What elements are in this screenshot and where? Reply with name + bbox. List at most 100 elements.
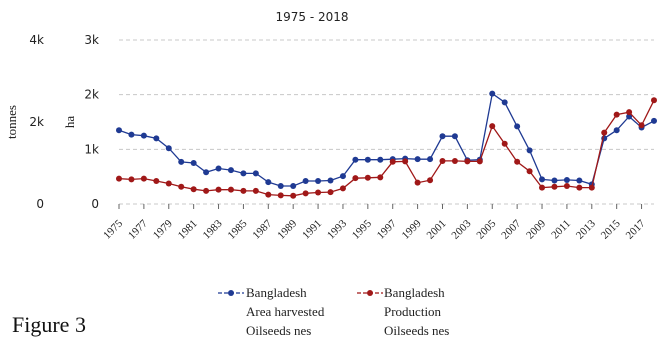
x-tick-label: 1987 — [250, 217, 274, 241]
data-point[interactable] — [240, 170, 247, 177]
data-point[interactable] — [464, 158, 471, 165]
x-tick-label: 1991 — [300, 218, 324, 242]
data-point[interactable] — [252, 187, 259, 194]
data-point[interactable] — [402, 158, 409, 165]
data-point[interactable] — [551, 183, 558, 190]
data-point[interactable] — [651, 97, 657, 104]
data-point[interactable] — [153, 178, 160, 185]
data-point[interactable] — [414, 179, 421, 186]
data-point[interactable] — [352, 156, 359, 163]
data-point[interactable] — [128, 176, 135, 183]
series-layer — [116, 90, 657, 199]
data-point[interactable] — [601, 129, 608, 136]
left-axis-label: tonnes — [4, 105, 19, 139]
x-tick-label: 2013 — [574, 217, 598, 241]
data-point[interactable] — [427, 156, 434, 163]
data-point[interactable] — [352, 175, 359, 182]
data-point[interactable] — [526, 168, 533, 175]
data-point[interactable] — [526, 147, 533, 154]
data-point[interactable] — [439, 157, 446, 164]
data-point[interactable] — [240, 187, 247, 194]
data-point[interactable] — [302, 190, 309, 197]
data-point[interactable] — [576, 184, 583, 191]
data-point[interactable] — [153, 135, 160, 142]
data-point[interactable] — [339, 173, 346, 180]
data-point[interactable] — [227, 186, 234, 193]
data-point[interactable] — [140, 175, 147, 182]
data-point[interactable] — [290, 192, 297, 199]
data-point[interactable] — [588, 184, 595, 191]
data-point[interactable] — [576, 177, 583, 184]
data-point[interactable] — [377, 174, 384, 181]
data-point[interactable] — [327, 189, 334, 196]
data-point[interactable] — [651, 117, 657, 124]
legend-entry-area[interactable]: Bangladesh Area harvested Oilseeds nes — [218, 285, 325, 338]
data-point[interactable] — [451, 157, 458, 164]
data-point[interactable] — [203, 187, 210, 194]
data-point[interactable] — [489, 123, 496, 130]
x-tick-label: 2011 — [549, 218, 573, 242]
x-tick-label: 1989 — [275, 217, 299, 241]
data-point[interactable] — [364, 174, 371, 181]
data-point[interactable] — [501, 99, 508, 106]
data-point[interactable] — [414, 156, 421, 163]
data-point[interactable] — [489, 90, 496, 97]
data-point[interactable] — [501, 140, 508, 147]
data-point[interactable] — [327, 177, 334, 184]
data-point[interactable] — [140, 132, 147, 139]
data-point[interactable] — [165, 145, 172, 152]
data-point[interactable] — [128, 131, 135, 138]
data-point[interactable] — [364, 156, 371, 163]
legend-entry-production[interactable]: Bangladesh Production Oilseeds nes — [357, 285, 449, 338]
data-point[interactable] — [476, 158, 483, 165]
left-axis-tick-label: 0 — [36, 197, 44, 211]
data-point[interactable] — [203, 169, 210, 176]
data-point[interactable] — [563, 182, 570, 189]
data-point[interactable] — [514, 123, 521, 130]
data-point[interactable] — [265, 191, 272, 198]
data-point[interactable] — [190, 186, 197, 193]
x-tick-label: 1983 — [201, 217, 225, 241]
data-point[interactable] — [215, 186, 222, 193]
data-point[interactable] — [190, 160, 197, 166]
data-point[interactable] — [227, 167, 234, 174]
data-point[interactable] — [116, 175, 122, 182]
data-point[interactable] — [215, 165, 222, 172]
data-point[interactable] — [439, 133, 446, 140]
data-point[interactable] — [178, 183, 185, 190]
x-tick-label: 1977 — [126, 217, 150, 241]
right-axis-tick-label: 0 — [91, 197, 99, 211]
data-point[interactable] — [613, 111, 620, 118]
data-point[interactable] — [626, 109, 633, 116]
data-point[interactable] — [252, 170, 259, 177]
data-point[interactable] — [165, 180, 172, 187]
data-point[interactable] — [638, 122, 645, 129]
data-point[interactable] — [626, 113, 633, 120]
x-tick-label: 1975 — [101, 217, 125, 241]
data-point[interactable] — [290, 182, 297, 189]
data-point[interactable] — [339, 185, 346, 192]
legend-marker-area — [228, 290, 234, 296]
data-point[interactable] — [427, 177, 434, 184]
data-point[interactable] — [277, 192, 284, 199]
data-point[interactable] — [116, 127, 122, 134]
data-point[interactable] — [389, 158, 396, 165]
data-point[interactable] — [377, 156, 384, 163]
x-tick-label: 2003 — [449, 217, 473, 241]
data-point[interactable] — [451, 133, 458, 140]
data-point[interactable] — [514, 158, 521, 165]
left-axis-ticks: 0 2k 4k — [29, 33, 44, 211]
data-point[interactable] — [315, 178, 322, 185]
data-point[interactable] — [178, 158, 185, 165]
data-point[interactable] — [265, 179, 272, 186]
data-point[interactable] — [563, 176, 570, 183]
data-point[interactable] — [613, 127, 620, 134]
data-point[interactable] — [551, 177, 558, 184]
data-point[interactable] — [302, 178, 309, 185]
x-tick-label: 1995 — [350, 217, 374, 241]
data-point[interactable] — [315, 189, 322, 196]
data-point[interactable] — [277, 182, 284, 189]
data-point[interactable] — [539, 184, 546, 191]
figure-caption: Figure 3 — [12, 312, 86, 337]
data-point[interactable] — [539, 176, 546, 183]
